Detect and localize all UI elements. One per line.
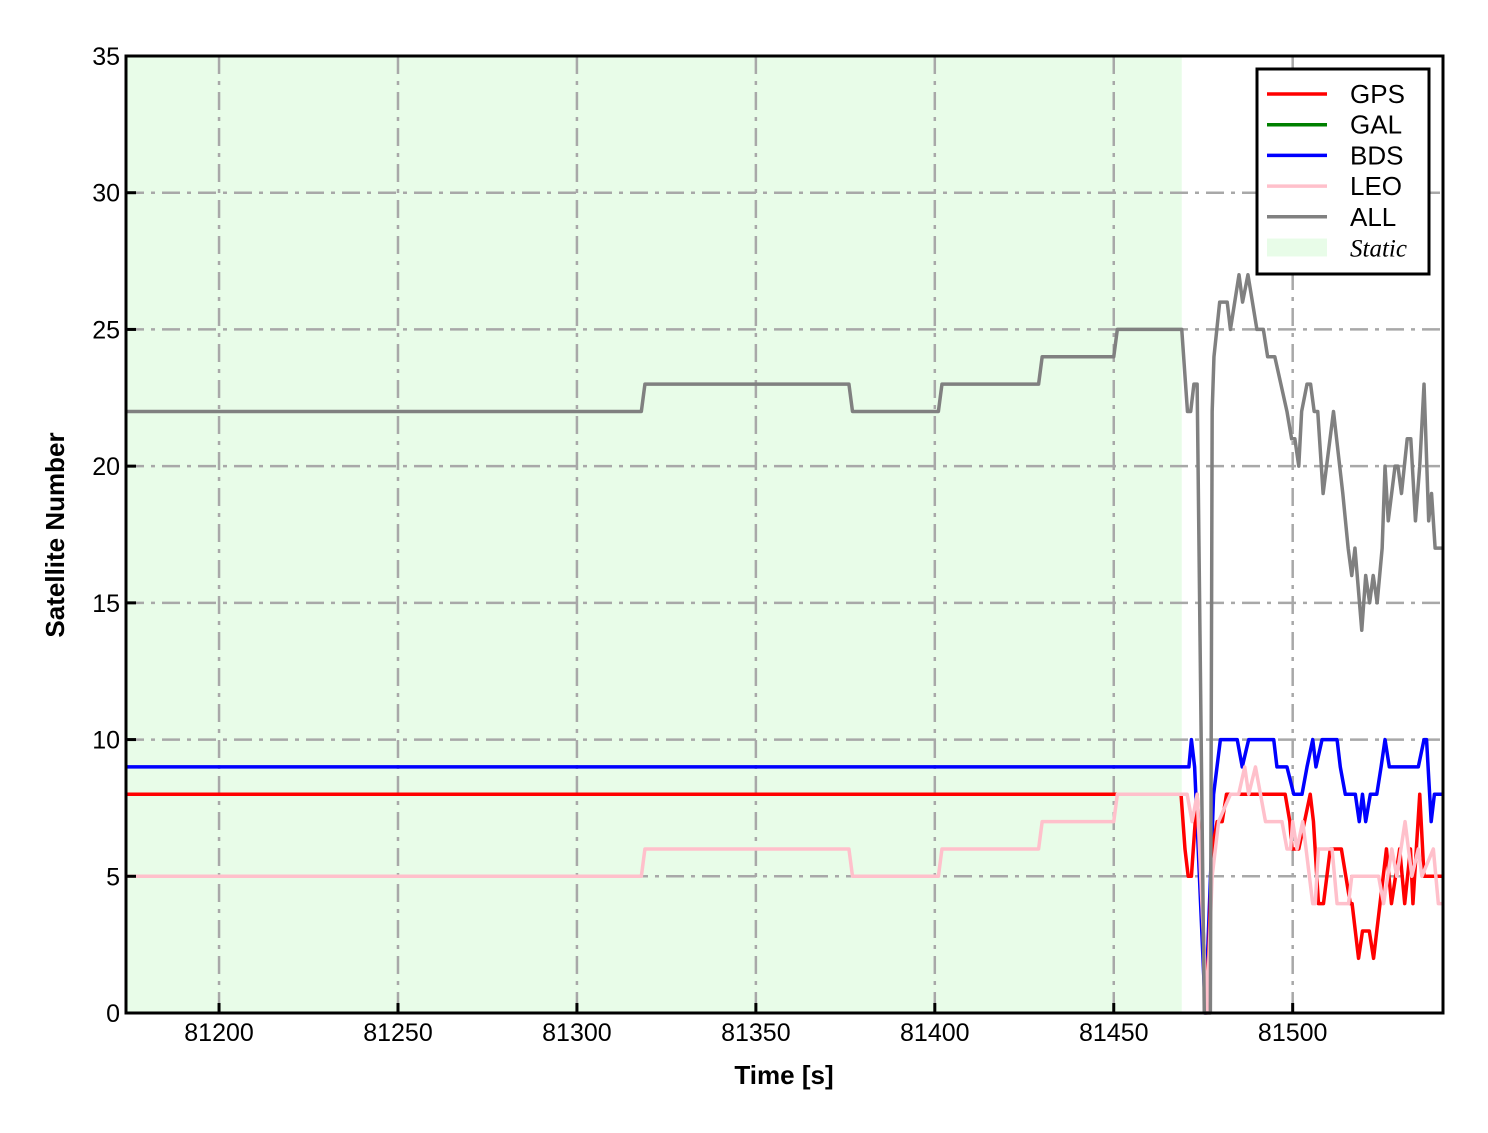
legend-swatch-static [1267, 238, 1327, 257]
legend-label-gal: GAL [1350, 110, 1402, 140]
plot-frame [124, 54, 1445, 1015]
series-line-bds [126, 737, 1442, 1015]
series-lines [126, 272, 1442, 1015]
x-tick-label: 81250 [363, 1019, 433, 1047]
legend-label-static: Static [1350, 236, 1407, 263]
x-tick-label: 81450 [1079, 1019, 1149, 1047]
x-tick-label: 81200 [184, 1019, 254, 1047]
y-tick-label: 15 [92, 590, 120, 618]
legend-label-bds: BDS [1350, 140, 1403, 170]
y-tick-label: 30 [92, 180, 120, 208]
y-tick-label: 0 [106, 1000, 120, 1028]
legend-label-all: ALL [1350, 202, 1396, 232]
x-tick-label: 81500 [1258, 1019, 1328, 1047]
y-axis-label: Satellite Number [40, 432, 70, 637]
series-line-leo [126, 765, 1442, 1015]
legend-label-gps: GPS [1350, 79, 1405, 109]
x-tick-label: 81350 [721, 1019, 791, 1047]
x-tick-label: 81400 [900, 1019, 970, 1047]
y-tick-label: 5 [106, 863, 120, 891]
y-tick-label: 10 [92, 727, 120, 755]
y-tick-label: 25 [92, 316, 120, 344]
static-region [126, 56, 1182, 1013]
x-tick-label: 81300 [542, 1019, 612, 1047]
y-tick-label: 20 [92, 453, 120, 481]
legend-label-leo: LEO [1350, 171, 1402, 201]
x-axis-label: Time [s] [734, 1060, 833, 1090]
grid [126, 56, 1443, 1013]
ticks: 81200 81250 81300 81350 81400 81450 81500 0 5 10 1… [92, 43, 1327, 1047]
series-line-all [126, 272, 1442, 1015]
y-tick-label: 35 [92, 43, 120, 71]
